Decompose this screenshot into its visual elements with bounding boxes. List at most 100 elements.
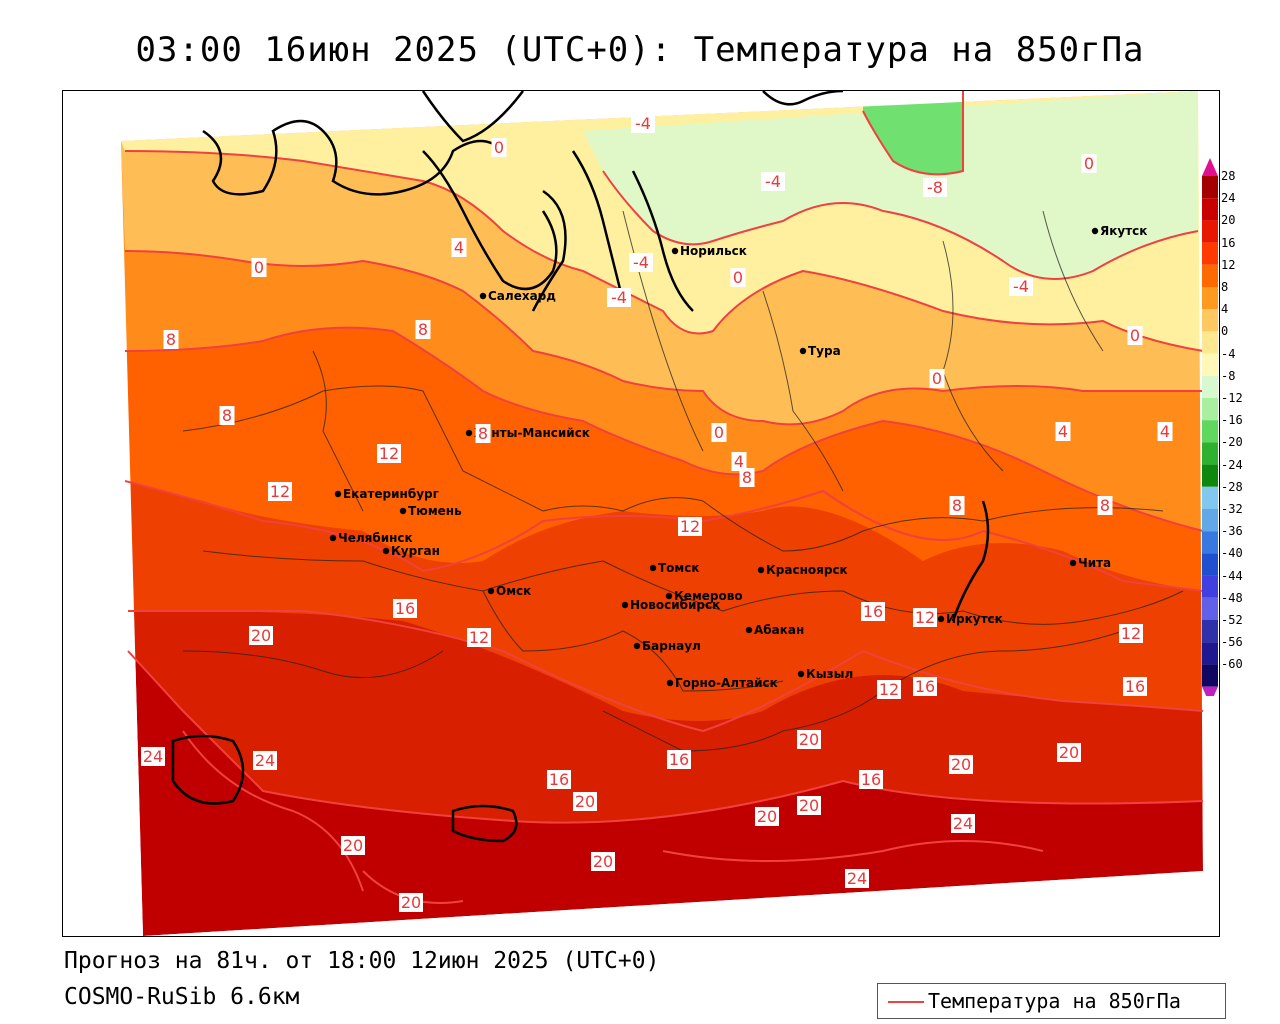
colorbar-tick-label: 24	[1221, 191, 1236, 206]
contour-label: 4	[1055, 422, 1071, 441]
contour-label: 0	[929, 369, 945, 388]
colorbar-tick-label: -48	[1221, 590, 1243, 605]
svg-text:16: 16	[395, 599, 415, 618]
model-info: COSMO-RuSib 6.6км	[64, 984, 300, 1010]
contour-label: 12	[377, 444, 401, 463]
contour-label: 0	[711, 423, 727, 442]
contour-label: 20	[1057, 743, 1081, 762]
contour-label: 16	[667, 750, 691, 769]
colorbar-tick-label: -32	[1221, 502, 1243, 516]
contour-label: -8	[923, 178, 947, 197]
colorbar-swatch	[1202, 620, 1218, 643]
colorbar-swatches	[1202, 158, 1218, 705]
colorbar-tick-label: -16	[1221, 413, 1243, 428]
contour-label: 8	[219, 406, 235, 425]
colorbar-swatch	[1202, 575, 1218, 598]
svg-text:-4: -4	[1013, 277, 1029, 296]
contour-label: 20	[797, 796, 821, 815]
colorbar-swatch	[1202, 486, 1218, 509]
colorbar-tick-label: -36	[1221, 524, 1243, 539]
contour-label: 16	[859, 770, 883, 789]
colorbar-tick-label: 4	[1221, 302, 1229, 317]
contour-label: -4	[631, 114, 655, 133]
colorbar-swatch	[1202, 264, 1218, 287]
contour-label: -4	[1009, 277, 1033, 296]
colorbar-tick-label: -12	[1221, 391, 1243, 405]
city-label: Тюмень	[408, 504, 462, 518]
city-label: Челябинск	[338, 531, 413, 545]
svg-text:12: 12	[680, 517, 700, 536]
svg-text:-4: -4	[635, 114, 651, 133]
svg-text:0: 0	[932, 369, 942, 388]
city-label: Ханты-Мансийск	[474, 426, 590, 440]
contour-label: 16	[547, 770, 571, 789]
colorbar-swatch	[1202, 597, 1218, 620]
svg-text:20: 20	[951, 755, 971, 774]
contour-label: 0	[1127, 326, 1143, 345]
city-dot	[745, 626, 753, 634]
contour-label: 8	[163, 330, 179, 349]
svg-text:8: 8	[478, 424, 488, 443]
isotherm-lines	[124, 91, 1204, 904]
contour-label: 20	[249, 626, 273, 645]
colorbar-swatch	[1202, 642, 1218, 665]
svg-text:12: 12	[379, 444, 399, 463]
contour-label: 16	[1123, 677, 1147, 696]
colorbar-swatch	[1202, 553, 1218, 576]
svg-text:12: 12	[915, 608, 935, 627]
city-dot	[799, 347, 807, 355]
contour-label: 8	[739, 468, 755, 487]
svg-text:16: 16	[549, 770, 569, 789]
city-label: Иркутск	[946, 612, 1003, 626]
contour-label: 4	[731, 452, 747, 471]
colorbar-tick-label: 20	[1221, 213, 1236, 228]
contour-label: -4	[629, 253, 653, 272]
legend: Температура на 850гПа	[877, 983, 1226, 1019]
contour-label: -4	[607, 288, 631, 307]
svg-text:0: 0	[714, 423, 724, 442]
svg-text:8: 8	[418, 320, 428, 339]
colorbar-tick-label: -56	[1221, 635, 1243, 650]
svg-text:20: 20	[757, 807, 777, 826]
legend-line-swatch	[888, 1001, 924, 1003]
svg-text:4: 4	[1058, 422, 1068, 441]
city-dot	[399, 507, 407, 515]
svg-text:16: 16	[863, 602, 883, 621]
city-dot	[666, 679, 674, 687]
svg-text:20: 20	[575, 792, 595, 811]
svg-text:0: 0	[494, 138, 504, 157]
city-dot	[334, 490, 342, 498]
city-label: Кемерово	[674, 589, 743, 603]
colorbar-tick-label: -40	[1221, 546, 1243, 561]
colorbar-swatch	[1202, 220, 1218, 243]
colorbar-swatch	[1202, 398, 1218, 421]
svg-text:16: 16	[669, 750, 689, 769]
svg-text:8: 8	[166, 330, 176, 349]
svg-text:8: 8	[952, 496, 962, 515]
city-dot	[937, 615, 945, 623]
svg-text:4: 4	[1160, 422, 1170, 441]
city-label: Томск	[658, 561, 700, 575]
city-label: Курган	[391, 544, 440, 558]
svg-text:20: 20	[343, 836, 363, 855]
contour-label: 16	[913, 677, 937, 696]
svg-text:24: 24	[847, 869, 867, 888]
colorbar-tick-label: 16	[1221, 235, 1236, 250]
contour-label: 8	[475, 424, 491, 443]
city-dot	[465, 429, 473, 437]
colorbar-tick-label: -8	[1221, 368, 1236, 383]
colorbar-tick-label: -52	[1221, 613, 1243, 627]
contour-label: 0	[491, 138, 507, 157]
colorbar-swatch	[1202, 331, 1218, 354]
colorbar-tick-label: 8	[1221, 280, 1229, 294]
field-minus8	[863, 91, 963, 175]
svg-text:8: 8	[742, 468, 752, 487]
svg-text:20: 20	[1059, 743, 1079, 762]
field-minus4	[583, 91, 1198, 279]
svg-text:24: 24	[143, 747, 163, 766]
city-label: Екатеринбург	[343, 487, 439, 501]
colorbar-swatch	[1202, 309, 1218, 332]
city-label: Норильск	[680, 244, 747, 258]
contour-label: 24	[253, 751, 277, 770]
